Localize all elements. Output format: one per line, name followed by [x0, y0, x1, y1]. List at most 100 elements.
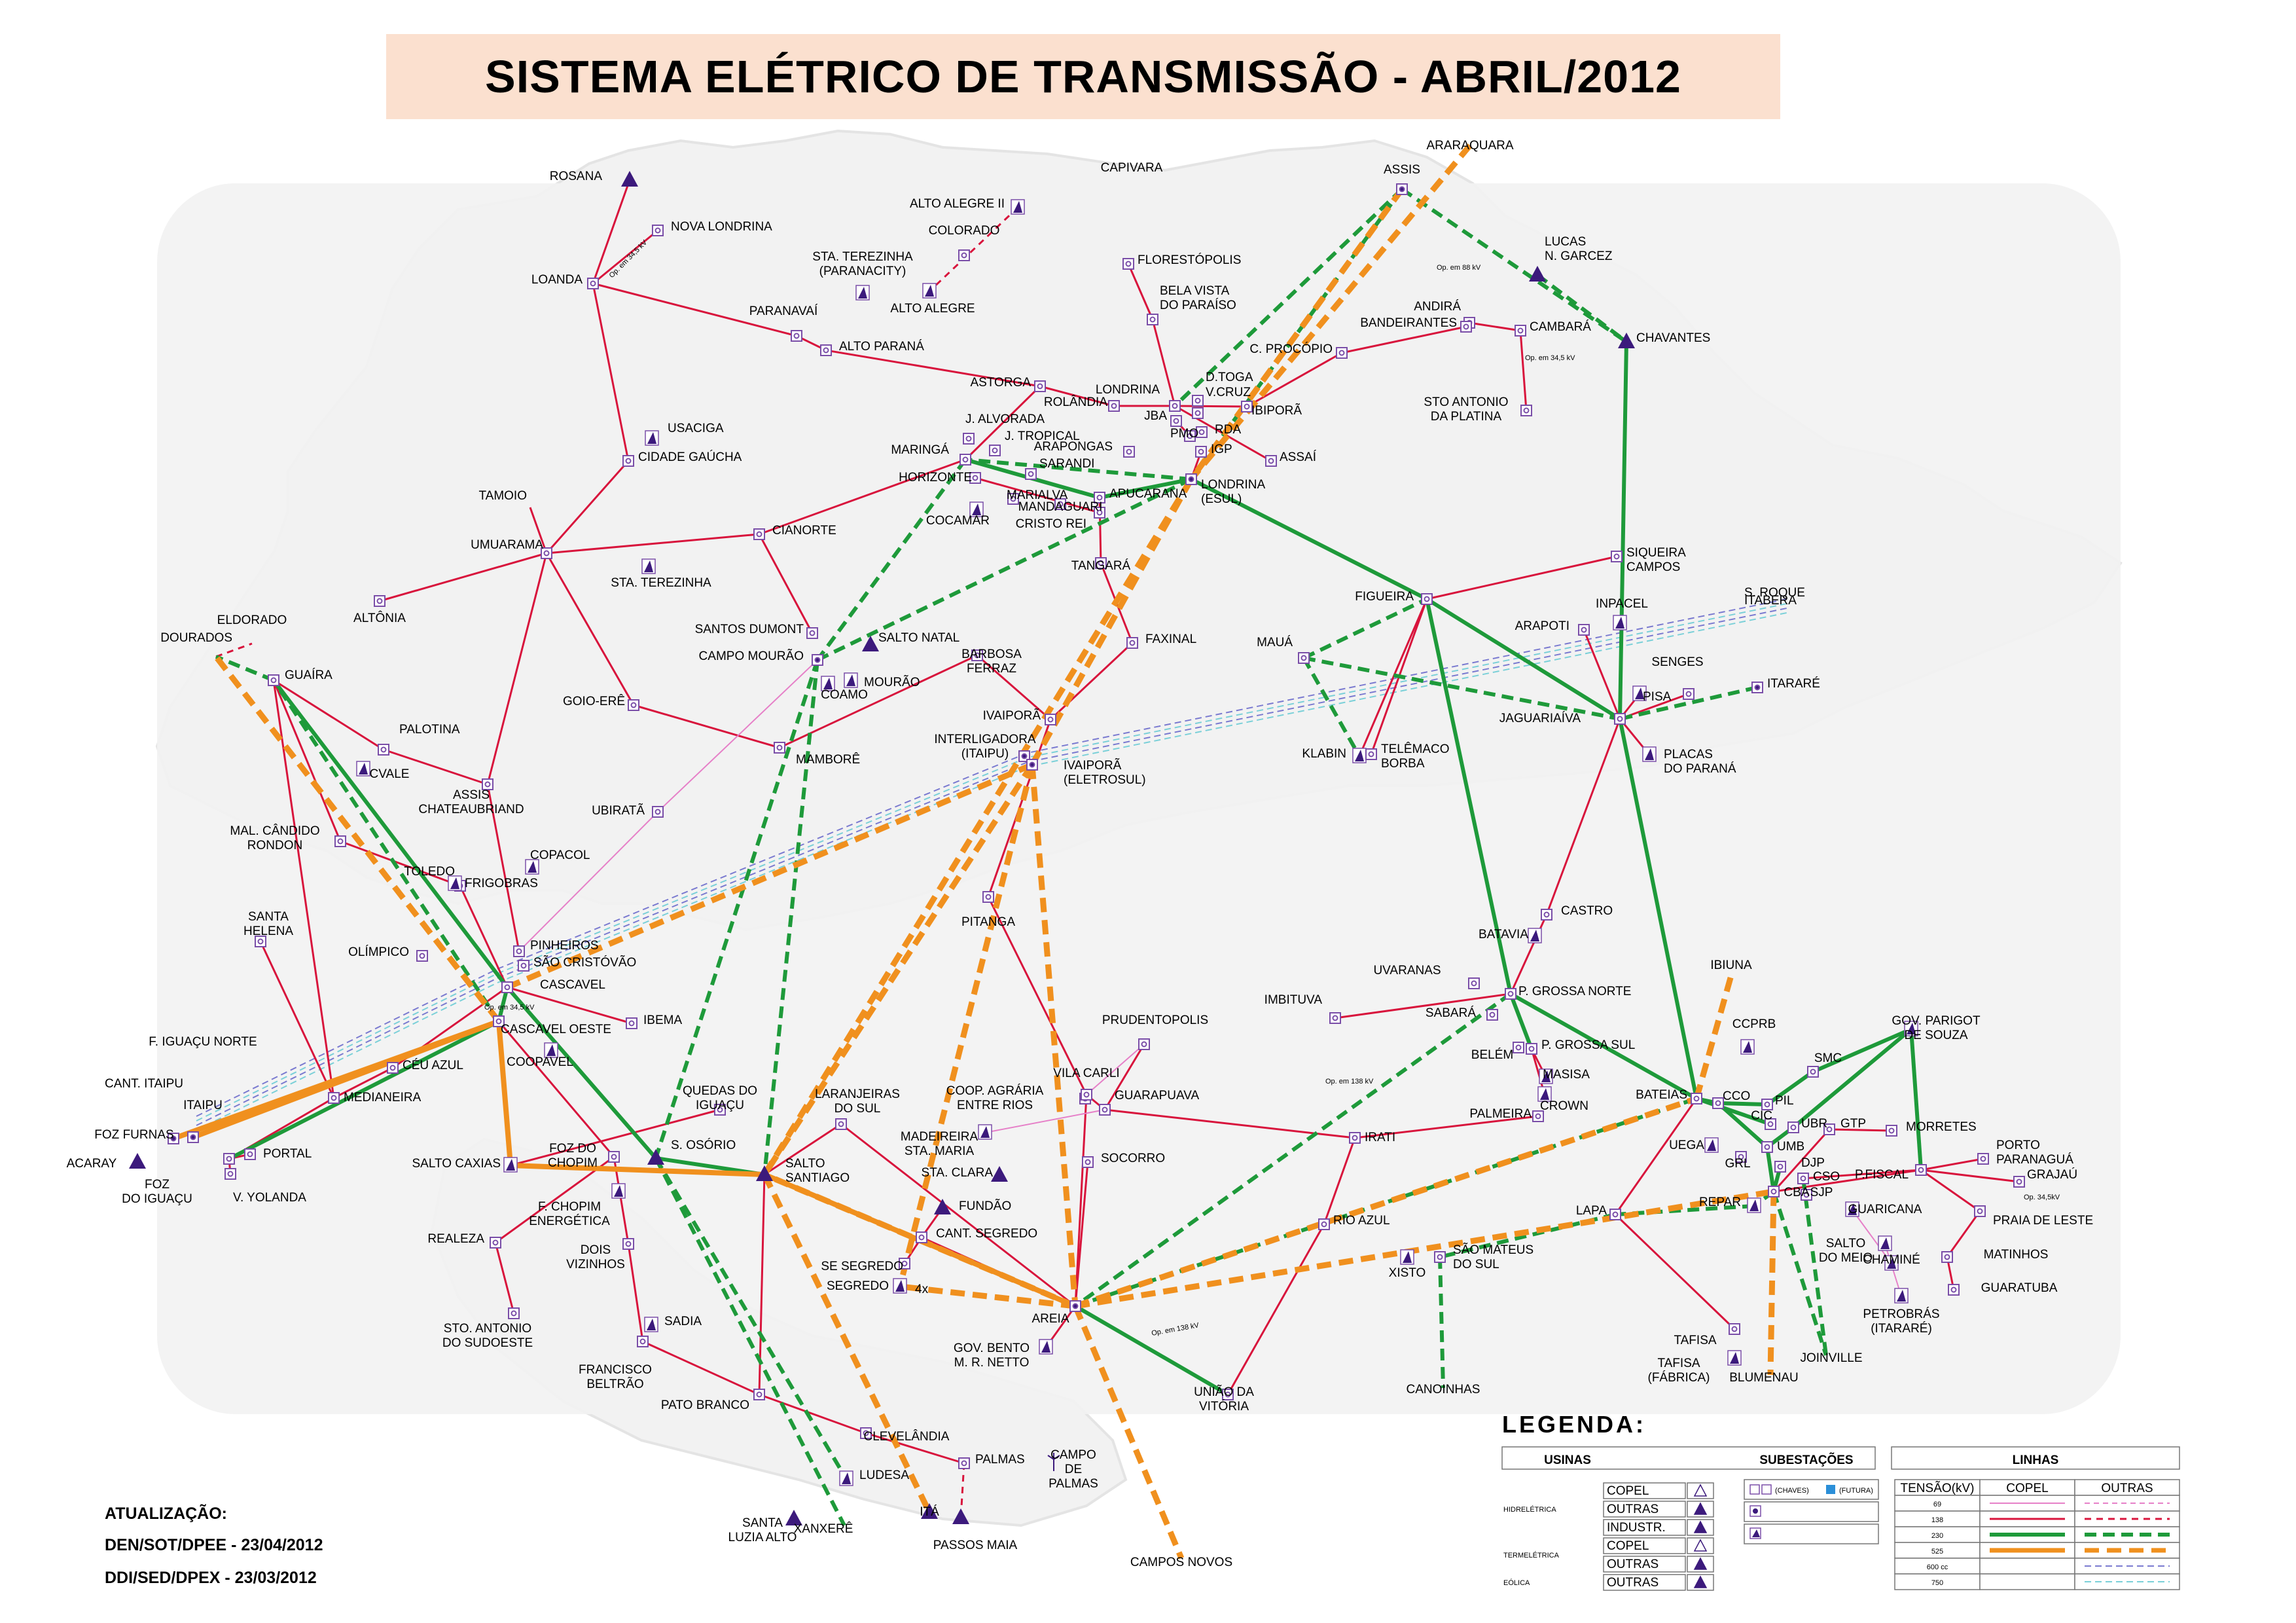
station-santa-luzia-alto[interactable] [785, 1510, 802, 1525]
station-inpacel[interactable] [1613, 615, 1627, 630]
station-cic[interactable] [1765, 1118, 1776, 1130]
station-mourao[interactable] [844, 672, 858, 688]
station-sjp[interactable] [1801, 1189, 1812, 1201]
station-rolandia[interactable] [1108, 400, 1120, 412]
station-irati[interactable] [1349, 1132, 1361, 1144]
station-bandeirantes[interactable] [1460, 321, 1472, 333]
station-p-fiscal[interactable] [1915, 1164, 1927, 1176]
station-arapongas[interactable] [1123, 446, 1135, 458]
station-umb[interactable] [1761, 1141, 1773, 1153]
station-pato-branco[interactable] [753, 1389, 765, 1400]
station-realeza[interactable] [490, 1237, 501, 1249]
station-laranjeiras-do-sul[interactable] [835, 1118, 847, 1130]
station-v-cruz[interactable] [1192, 407, 1204, 419]
station-djp[interactable] [1774, 1161, 1786, 1173]
station-prudentopolis[interactable] [1138, 1038, 1150, 1050]
station-pisa[interactable] [1632, 685, 1647, 701]
station-tangara[interactable] [1095, 557, 1107, 569]
station-faxinal[interactable] [1126, 637, 1138, 649]
station-sta-terezinha[interactable] [641, 558, 656, 574]
station-guaratuba[interactable] [1948, 1284, 1960, 1296]
station-uniao-da-vitoria[interactable] [1222, 1389, 1234, 1400]
station-grajau[interactable] [2013, 1176, 2025, 1188]
station-ubr[interactable] [1787, 1122, 1799, 1133]
station-repar[interactable] [1747, 1197, 1761, 1213]
station-cristo-rei[interactable] [1094, 507, 1105, 519]
station-altonia[interactable] [374, 595, 386, 607]
station-pinheiros[interactable] [513, 945, 525, 957]
station-pmo[interactable] [1184, 430, 1196, 442]
station-sao-mateus-do-sul[interactable] [1434, 1251, 1446, 1263]
station-passos-maia[interactable] [952, 1508, 969, 1524]
station-assis-chateaubriand[interactable] [482, 778, 493, 790]
station-lapa[interactable] [1609, 1209, 1621, 1220]
station-fundao[interactable] [934, 1199, 951, 1214]
station-quedas-do-iguacu[interactable] [714, 1104, 726, 1116]
station-telemaco-borba[interactable] [1365, 748, 1377, 760]
station-batavia[interactable] [1528, 928, 1542, 943]
station-colorado[interactable] [958, 249, 970, 261]
station-copacol[interactable] [525, 859, 539, 875]
station-palmas[interactable] [958, 1457, 970, 1469]
station-cianorte[interactable] [753, 528, 765, 540]
station-marialva[interactable] [1007, 493, 1019, 505]
station-sto-antonio-do-sudoeste[interactable] [508, 1307, 520, 1319]
station-mal-candido-rondon[interactable] [334, 835, 346, 847]
station-salto-do-meio[interactable] [1878, 1235, 1892, 1251]
station-bateias[interactable] [1691, 1093, 1702, 1104]
station-pil[interactable] [1761, 1099, 1773, 1110]
station-socorro[interactable] [1082, 1156, 1094, 1168]
station-tafisa[interactable] [1729, 1323, 1740, 1335]
station-guaira[interactable] [268, 674, 279, 686]
station-sadia[interactable] [644, 1317, 658, 1332]
station-salto-natal[interactable] [862, 636, 879, 651]
station-c-procopio[interactable] [1336, 347, 1348, 359]
station-palmeira[interactable] [1532, 1110, 1544, 1122]
station-siqueira-campos[interactable] [1611, 551, 1623, 562]
station-j-tropical[interactable] [989, 445, 1001, 456]
station-gtp[interactable] [1823, 1123, 1835, 1135]
station-rio-azul[interactable] [1318, 1218, 1330, 1230]
station-cascavel[interactable] [501, 981, 513, 993]
station-campo-de-palmas[interactable] [1047, 1453, 1060, 1471]
station-cascavel-oeste[interactable] [493, 1015, 505, 1027]
station-sarandi[interactable] [1025, 468, 1037, 480]
station-foz-do-chopim[interactable] [608, 1151, 620, 1163]
station-campo-mourao[interactable] [812, 654, 823, 666]
station-guaricana[interactable] [1845, 1201, 1859, 1217]
station-madeireira-sta-maria[interactable] [978, 1124, 992, 1140]
station-figueira[interactable] [1421, 593, 1433, 605]
station-castro[interactable] [1541, 909, 1552, 921]
station-itaipu[interactable] [187, 1131, 199, 1143]
station-lucas-n-garcez[interactable] [1529, 266, 1546, 282]
station-ibema[interactable] [626, 1017, 637, 1029]
station-ivaipora[interactable] [1045, 714, 1056, 725]
station-ibipora[interactable] [1241, 401, 1253, 412]
station-uvaranas[interactable] [1468, 977, 1480, 989]
station-apucarana[interactable] [1094, 492, 1105, 503]
station-igp[interactable] [1195, 446, 1207, 458]
station-goio-ere[interactable] [628, 699, 639, 711]
station-santa-helena[interactable] [255, 936, 266, 947]
station-olimpico[interactable] [416, 950, 428, 962]
station-jba[interactable] [1170, 415, 1182, 427]
station-cvale[interactable] [356, 761, 370, 776]
station-crown[interactable] [1537, 1086, 1552, 1102]
station-bela-vista-do-paraiso[interactable] [1147, 314, 1158, 325]
station-florestopolis[interactable] [1122, 258, 1134, 270]
station-porto-paranagua[interactable] [1977, 1153, 1989, 1165]
station-gov-parigot-de-souza[interactable] [1904, 1021, 1918, 1036]
station-ubirata[interactable] [652, 806, 664, 818]
station-f-chopim-energetica[interactable] [611, 1183, 626, 1199]
station-cambara[interactable] [1515, 325, 1526, 337]
station-alto-alegre[interactable] [922, 283, 937, 299]
station-p-grossa-sul[interactable] [1526, 1043, 1537, 1055]
station-guarapuava[interactable] [1099, 1104, 1111, 1116]
station-mandaguari[interactable] [1054, 498, 1066, 510]
station-barbosa-ferraz[interactable] [971, 649, 983, 661]
station-astorga[interactable] [1034, 380, 1046, 392]
station-londrina-esul[interactable] [1185, 473, 1197, 485]
station-sta-terezinha-paranacity[interactable] [855, 285, 870, 301]
station-d-toga[interactable] [1192, 395, 1204, 407]
station-cso[interactable] [1797, 1173, 1809, 1184]
